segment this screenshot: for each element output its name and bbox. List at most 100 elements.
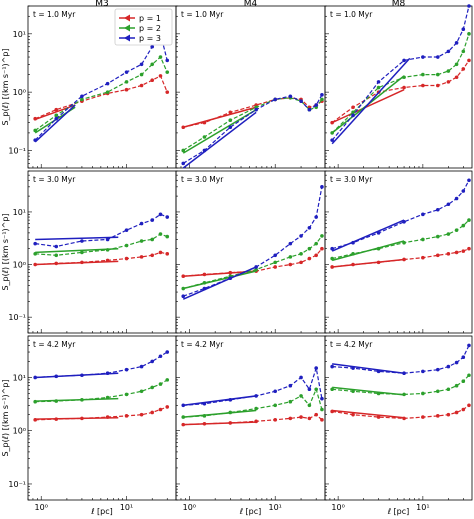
panel-r0c0-series-p1-point bbox=[54, 107, 59, 112]
panel-r2c0-series-p3-point bbox=[165, 350, 170, 354]
panel-r0c0-series-p2-point bbox=[139, 72, 144, 77]
panel-r1c2-series-p2-point bbox=[454, 228, 459, 232]
panel-r2c0-series-p3-point bbox=[139, 364, 144, 369]
panel-r2c0-series-p2-point bbox=[158, 382, 163, 386]
panel-r0c2-series-p2-point bbox=[421, 72, 425, 77]
y-tick-label: 10⁻¹ bbox=[8, 313, 26, 322]
panel-r2c1-series-p3-point bbox=[320, 396, 324, 401]
panel-r1c0-series-p3-point bbox=[33, 241, 37, 246]
panel-r1c1-series-p3-point bbox=[314, 215, 318, 219]
panel-r0c2-series-p1-point bbox=[402, 85, 406, 90]
panel-r2c0-series-p1-fit bbox=[35, 417, 119, 420]
panel-r0c0-series-p1-point bbox=[165, 90, 170, 94]
panel-r0c2-series-p3-point bbox=[421, 55, 425, 59]
panel-time-label: t = 3.0 Myr bbox=[33, 175, 76, 184]
panel-r2c1-series-p3-point bbox=[181, 403, 186, 408]
panel-r0c2-series-p1-point bbox=[351, 105, 355, 110]
panel-r0c2-series-p2-point bbox=[446, 69, 451, 73]
panel-r2c2-series-p3-point bbox=[467, 343, 471, 348]
y-axis-label: S_p(ℓ) [(km s⁻¹)^p] bbox=[1, 213, 10, 290]
panel-r0c2-series-p1-point bbox=[446, 80, 451, 84]
panel-r1c2-series-p3-fit bbox=[331, 219, 405, 252]
panel-r0c1-series-p1-point bbox=[228, 110, 233, 115]
panel-r0c2-series-p1-fit bbox=[331, 89, 405, 124]
panel-r0c2-series-p3-point bbox=[402, 58, 406, 63]
panel-r2c2-series-p1-point bbox=[421, 415, 425, 419]
panel-r2c2-series-p1-point bbox=[351, 412, 355, 417]
panel-r0c1-series-p2-point bbox=[228, 118, 233, 123]
panel-r1c1-series-p1-point bbox=[320, 246, 324, 251]
panel-r2c2-series-p3-point bbox=[435, 367, 440, 372]
panel-r2c1-series-p1-point bbox=[307, 416, 312, 421]
panel-r0c0-series-p3-point bbox=[139, 62, 144, 67]
panel-r1c1-series-p3-fit bbox=[182, 266, 257, 300]
x-axis-label: ℓ [pc] bbox=[239, 507, 262, 516]
panel-r2c0-series-p2-point bbox=[139, 389, 144, 394]
panel-time-label: t = 1.0 Myr bbox=[33, 10, 76, 19]
legend-marker bbox=[124, 34, 130, 42]
panel-r2c0-series-p2-fit bbox=[35, 397, 119, 402]
panel-r0c0-series-p1-point bbox=[150, 78, 155, 83]
panel-r1c0-series-p3-point bbox=[165, 215, 170, 219]
panel-r0c1-series-p2-point bbox=[181, 148, 186, 153]
panel-r1c1-series-p3-point bbox=[181, 294, 186, 299]
panel-r1c0-series-p1-point bbox=[33, 262, 37, 267]
y-tick-label: 10⁰ bbox=[13, 427, 26, 436]
legend-label: p = 2 bbox=[139, 24, 161, 33]
panel-r1c0-series-p1-point bbox=[158, 250, 163, 255]
panel-r0c0-series-p2-point bbox=[165, 70, 170, 74]
panel-r2c2-series-p2-point bbox=[467, 373, 471, 378]
y-tick-label: 10⁻¹ bbox=[8, 480, 26, 489]
panel-time-label: t = 1.0 Myr bbox=[330, 10, 373, 19]
panel-r2c2-series-p1-point bbox=[467, 403, 471, 408]
panel-r1c2-series-p3-point bbox=[467, 178, 471, 183]
panel-r1c2-series-p1-point bbox=[421, 255, 425, 260]
panel-r0c2-series-p3-point bbox=[467, 4, 471, 8]
panel-r0c1-series-p3-point bbox=[228, 125, 233, 130]
panel-r0c0-series-p2-point bbox=[33, 128, 37, 133]
panel-time-label: t = 4.2 Myr bbox=[330, 340, 373, 349]
panel-r2c2-series-p3-point bbox=[454, 360, 459, 365]
panel-r0c2-series-p3-line bbox=[331, 5, 470, 141]
panel-r1c0-series-p3-point bbox=[150, 218, 155, 222]
column-title: M3 bbox=[95, 0, 109, 9]
panel-time-label: t = 4.2 Myr bbox=[181, 340, 224, 349]
panel-r1c2-series-p3-point bbox=[330, 246, 334, 251]
panel-r2c2-series-p2-fit bbox=[332, 386, 405, 396]
panel-r2c1-series-p1-fit bbox=[183, 421, 257, 426]
panel-r2c0-series-p1-point bbox=[139, 412, 144, 417]
panel-r2c0-series-p2-point bbox=[165, 378, 170, 382]
panel-r1c2-series-p3-point bbox=[461, 189, 466, 193]
panel-r1c0-series-p2-point bbox=[80, 250, 84, 255]
panel-r2c0-series-p3-point bbox=[150, 359, 155, 364]
panel-r2c1-series-p3-point bbox=[288, 383, 293, 388]
column-title: M8 bbox=[392, 0, 406, 9]
y-tick-label: 10⁰ bbox=[13, 88, 26, 97]
panel-r0c1-series-p3-point bbox=[320, 93, 324, 97]
y-tick-label: 10⁰ bbox=[13, 261, 26, 270]
panel-r2c2-series-p1-point bbox=[376, 415, 381, 419]
panel-r2c1-series-p3-point bbox=[273, 389, 277, 394]
y-axis-label: S_p(ℓ) [(km s⁻¹)^p] bbox=[1, 379, 10, 456]
panel-time-label: t = 4.2 Myr bbox=[33, 340, 76, 349]
panel-r0c1-series-p1-line bbox=[183, 97, 323, 128]
panel-r0c1-series-p3-point bbox=[181, 161, 186, 166]
panel-r1c1-frame bbox=[175, 170, 326, 334]
panel-r0c1-series-p2-point bbox=[320, 97, 324, 102]
panel-r0c1-series-p2-point bbox=[202, 135, 207, 139]
panel-r2c2-series-p1-fit bbox=[332, 409, 405, 419]
panel-r1c0-series-p1-point bbox=[150, 253, 155, 258]
panel-r1c2-series-p3-point bbox=[435, 207, 440, 212]
panel-r1c1-series-p1-point bbox=[307, 256, 312, 261]
panel-r2c1-series-p1-point bbox=[314, 412, 318, 417]
panel-r1c1-series-p3-line bbox=[182, 186, 323, 297]
panel-r1c1-series-p3-point bbox=[273, 253, 277, 258]
panel-r0c0-series-p3-point bbox=[150, 44, 155, 49]
panel-r1c0-series-p1-fit bbox=[35, 260, 119, 266]
y-tick-label: 10¹ bbox=[13, 373, 26, 382]
panel-r2c1-series-p1-point bbox=[181, 422, 186, 427]
panel-r0c1-series-p3-point bbox=[299, 99, 303, 103]
panel-r2c1-series-p2-point bbox=[307, 403, 312, 408]
panel-r2c0-series-p2-point bbox=[150, 385, 155, 390]
x-tick-label: 10⁰ bbox=[331, 503, 344, 512]
